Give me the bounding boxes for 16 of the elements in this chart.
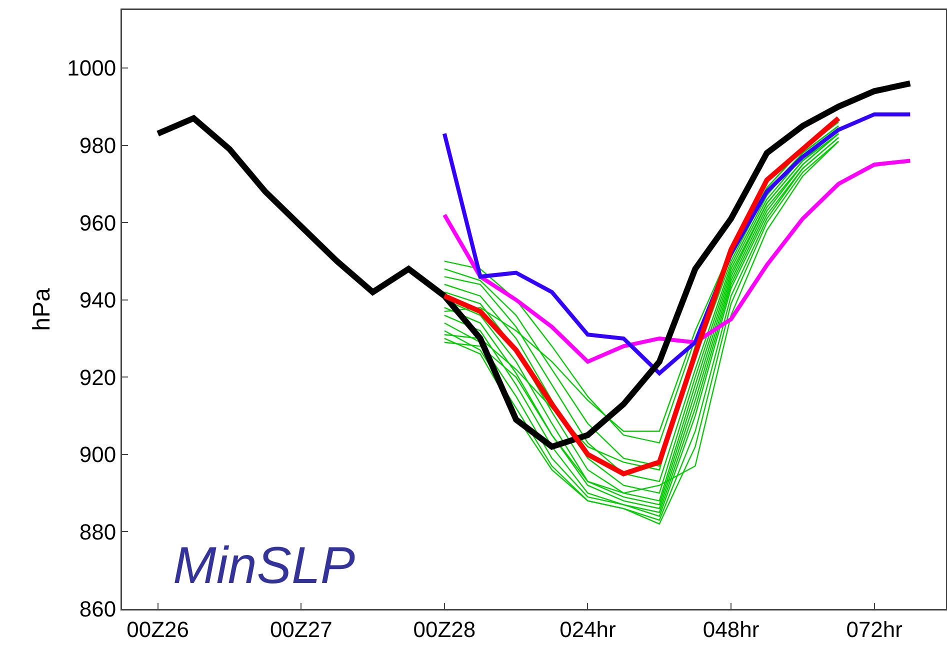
x-tick-label: 048hr (702, 616, 760, 642)
x-tick-label: 00Z26 (126, 616, 190, 642)
y-axis-title: hPa (28, 287, 56, 331)
x-tick-label: 00Z28 (413, 616, 476, 642)
x-tick-label: 00Z27 (270, 616, 332, 642)
x-tick-label: 024hr (560, 616, 616, 642)
y-tick-label: 980 (79, 132, 116, 158)
y-tick-label: 920 (79, 364, 116, 390)
y-tick-label: 960 (79, 210, 116, 236)
y-tick-label: 940 (79, 288, 116, 313)
x-tick-label: 072hr (846, 616, 902, 642)
y-tick-label: 900 (79, 442, 116, 468)
y-tick-label: 860 (79, 596, 116, 622)
y-tick-label: 1000 (67, 56, 116, 81)
annotation: MinSLP (173, 537, 356, 595)
y-tick-label: 880 (79, 519, 116, 544)
